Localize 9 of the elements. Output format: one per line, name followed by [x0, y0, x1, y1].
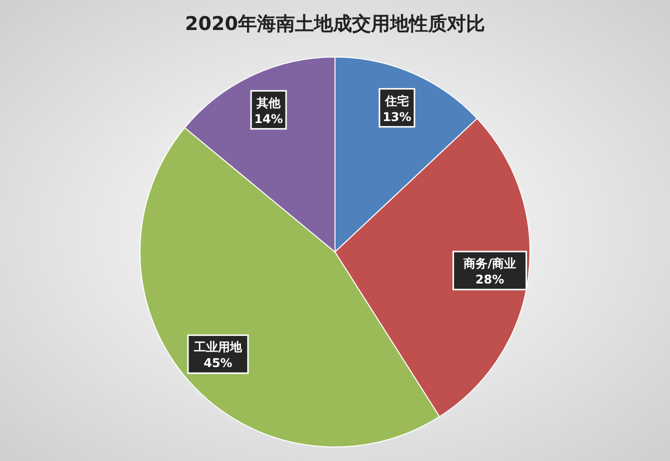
- data-label: 13%: [382, 110, 412, 124]
- slice-label: 其他: [256, 96, 282, 110]
- slice-label: 工业用地: [192, 340, 243, 354]
- data-label: 28%: [475, 272, 504, 287]
- data-label: 45%: [204, 356, 232, 370]
- slice-label: 商务/商业: [462, 256, 516, 271]
- title: 2020年海南土地成交用地性质对比: [185, 13, 485, 35]
- data-label: 14%: [254, 112, 283, 126]
- slice-label: 住宅: [384, 94, 409, 108]
